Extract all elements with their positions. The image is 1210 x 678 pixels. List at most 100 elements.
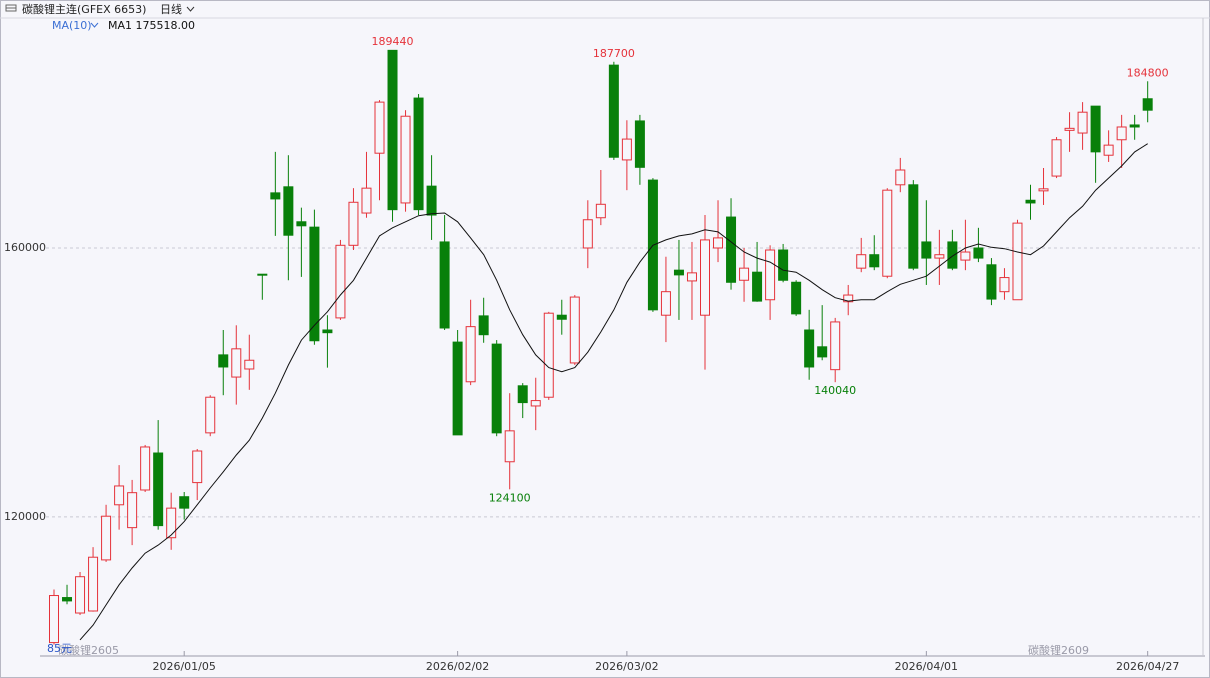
candle-body — [973, 247, 984, 259]
candle-body — [244, 359, 255, 370]
candle-body — [348, 201, 359, 246]
candle-body — [686, 272, 697, 282]
candle-body — [465, 326, 476, 383]
low-label: 124100 — [489, 491, 531, 504]
candle-body — [908, 184, 919, 269]
x-tick-label: 2026/04/27 — [1116, 660, 1179, 673]
candle-body — [660, 291, 671, 316]
x-tick-label: 2026/03/02 — [595, 660, 658, 673]
candle-body — [400, 115, 411, 204]
candle-body — [1090, 105, 1101, 153]
candle-body — [804, 329, 815, 368]
x-tick-label: 2026/01/05 — [152, 660, 215, 673]
candle-body — [504, 430, 515, 463]
ma-selector[interactable]: MA(10) — [52, 19, 92, 32]
ma-line — [79, 143, 1148, 641]
ma-readout: MA1 175518.00 — [108, 19, 195, 32]
candle-body — [309, 226, 320, 342]
high-label: 189440 — [372, 35, 414, 48]
period-dropdown-arrow[interactable] — [186, 6, 195, 12]
candle-body — [231, 348, 242, 378]
far-contract-label: 碳酸锂2609 — [1028, 643, 1089, 657]
candle-body — [361, 187, 372, 214]
candle-body — [595, 203, 606, 219]
candle-body — [700, 239, 710, 316]
candle-body — [127, 492, 138, 529]
candle-body — [387, 49, 398, 211]
candle-body — [1103, 144, 1114, 156]
period-selector[interactable]: 日线 — [160, 2, 182, 16]
chart-title: 碳酸锂主连(GFEX 6653) — [22, 2, 146, 16]
candle-body — [869, 254, 880, 268]
candle-body — [1116, 126, 1127, 141]
candle-body — [335, 244, 346, 319]
candle-body — [270, 192, 281, 200]
candle-body — [895, 169, 906, 186]
candle-body — [1129, 124, 1140, 128]
candle-body — [517, 385, 528, 404]
candle-body — [322, 329, 333, 334]
candle-body — [179, 496, 190, 509]
candle-body — [218, 354, 229, 368]
candle-body — [530, 400, 541, 407]
candle-body — [1077, 111, 1088, 134]
candle-body — [478, 315, 489, 336]
candle-body — [1064, 127, 1075, 131]
candle-body — [843, 294, 854, 303]
candle-body — [192, 450, 203, 484]
candle-body — [166, 507, 177, 539]
candle-body — [791, 281, 802, 315]
candle-body — [986, 264, 997, 300]
candle-body — [49, 595, 59, 644]
low-label: 140040 — [814, 384, 856, 397]
candle-body — [257, 273, 268, 276]
candle-body — [114, 485, 125, 506]
high-label: 187700 — [593, 47, 635, 60]
candle-body — [452, 341, 463, 436]
high-label: 184800 — [1127, 66, 1169, 79]
candle-body — [634, 120, 645, 168]
candle-body — [856, 254, 867, 269]
candle-body — [947, 241, 958, 269]
near-contract-label: 碳酸锂2605 — [58, 643, 119, 657]
candle-body — [413, 97, 424, 211]
candle-body — [608, 64, 619, 158]
candle-body — [205, 396, 216, 434]
candle-body — [752, 271, 763, 302]
candle-body — [88, 556, 99, 612]
candle-body — [556, 314, 567, 320]
candle-body — [75, 576, 86, 614]
candle-body — [1038, 188, 1049, 192]
ma-dropdown-arrow[interactable] — [90, 22, 99, 28]
candle-body — [153, 452, 164, 527]
candle-body — [882, 189, 893, 277]
candle-body — [543, 312, 554, 398]
candle-body — [1142, 98, 1153, 111]
candle-body — [673, 269, 684, 276]
candle-body — [62, 597, 73, 602]
candle-body — [491, 343, 502, 434]
candle-body — [778, 249, 789, 281]
candle-body — [426, 185, 437, 216]
candle-body — [960, 251, 971, 261]
candle-body — [830, 321, 841, 371]
candle-body — [765, 249, 776, 301]
candles — [49, 49, 1153, 645]
candle-body — [739, 267, 750, 281]
candle-body — [1025, 199, 1036, 204]
candle-body — [1051, 139, 1062, 177]
candle-body — [934, 254, 945, 259]
unit-label: 85元 — [47, 642, 72, 655]
y-tick-label: 120000 — [4, 510, 46, 523]
candle-body — [621, 138, 632, 161]
candle-body — [713, 237, 724, 249]
candle-body — [999, 277, 1010, 293]
candle-body — [283, 186, 294, 236]
candle-body — [1012, 222, 1023, 301]
x-tick-label: 2026/04/01 — [895, 660, 958, 673]
candle-body — [439, 241, 450, 329]
candle-body — [569, 296, 580, 364]
